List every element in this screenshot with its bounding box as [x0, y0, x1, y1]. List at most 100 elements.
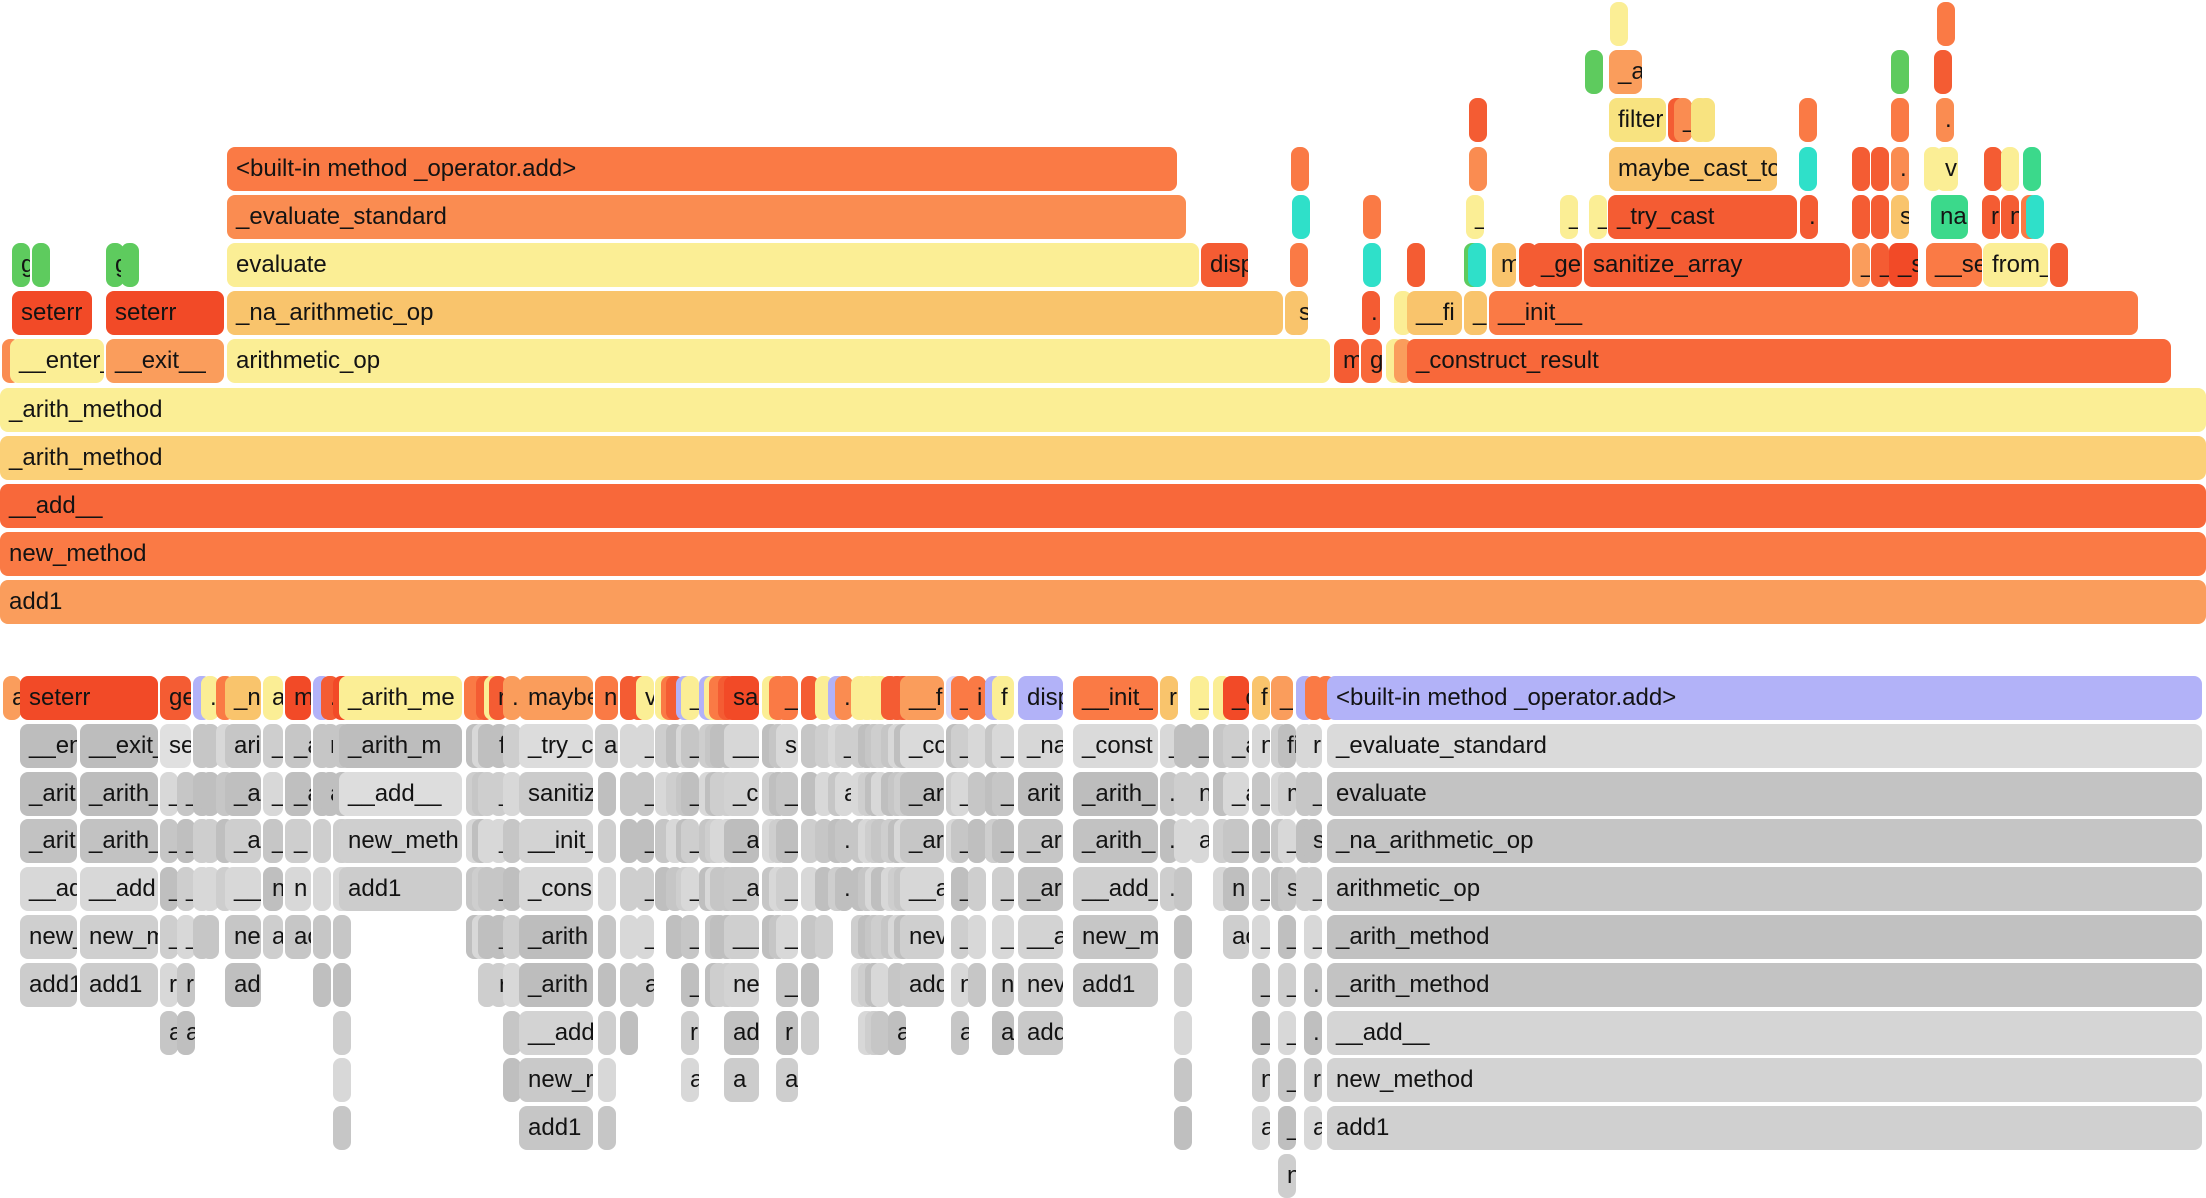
- stack-frame[interactable]: .: [1160, 771, 1178, 816]
- stack-frame[interactable]: _a: [285, 771, 311, 816]
- stack-frame[interactable]: [598, 1058, 616, 1103]
- stack-frame[interactable]: [1610, 2, 1628, 46]
- stack-frame[interactable]: s: [776, 723, 798, 768]
- stack-frame[interactable]: n: [1278, 1154, 1296, 1198]
- stack-frame[interactable]: n: [263, 867, 283, 912]
- stack-frame[interactable]: a: [263, 676, 283, 720]
- stack-frame[interactable]: arithmetic_op: [227, 339, 1330, 384]
- stack-frame[interactable]: [333, 915, 351, 959]
- stack-frame[interactable]: _: [681, 723, 699, 768]
- stack-frame[interactable]: ac: [1223, 915, 1249, 959]
- stack-frame[interactable]: __: [724, 723, 759, 768]
- stack-frame[interactable]: _evaluate_standard: [227, 194, 1186, 239]
- stack-frame[interactable]: __: [724, 915, 759, 959]
- stack-frame[interactable]: __enter__: [10, 339, 104, 384]
- stack-frame[interactable]: g: [1361, 339, 1382, 384]
- stack-frame[interactable]: [333, 1058, 351, 1103]
- stack-frame[interactable]: [598, 1106, 616, 1151]
- stack-frame[interactable]: _arith_me: [339, 676, 462, 720]
- stack-frame[interactable]: .: [1362, 291, 1380, 336]
- stack-frame[interactable]: .: [1304, 962, 1322, 1007]
- stack-frame[interactable]: [1871, 146, 1889, 191]
- stack-frame[interactable]: _: [992, 771, 1014, 816]
- stack-frame[interactable]: [598, 1010, 616, 1055]
- stack-frame[interactable]: _: [1271, 676, 1293, 720]
- stack-frame[interactable]: _: [1871, 243, 1889, 287]
- stack-frame[interactable]: [1934, 50, 1952, 95]
- stack-frame[interactable]: [313, 962, 331, 1007]
- stack-frame[interactable]: _: [177, 771, 195, 816]
- stack-frame[interactable]: add1: [80, 962, 158, 1007]
- stack-frame[interactable]: __add__: [1327, 1010, 2202, 1055]
- stack-frame[interactable]: r: [681, 1010, 699, 1055]
- stack-frame[interactable]: _: [1304, 867, 1322, 912]
- stack-frame[interactable]: [620, 962, 638, 1007]
- stack-frame[interactable]: _c: [1223, 676, 1249, 720]
- stack-frame[interactable]: __add: [519, 1010, 593, 1055]
- stack-frame[interactable]: [598, 771, 616, 816]
- stack-frame[interactable]: _: [1190, 723, 1209, 768]
- stack-frame[interactable]: __exit__: [106, 339, 224, 384]
- stack-frame[interactable]: _cons: [519, 867, 593, 912]
- stack-frame[interactable]: _: [177, 819, 195, 864]
- stack-frame[interactable]: _ge: [1532, 243, 1582, 287]
- stack-frame[interactable]: _: [263, 771, 283, 816]
- stack-frame[interactable]: [801, 723, 819, 768]
- stack-frame[interactable]: _try_ca: [519, 723, 593, 768]
- stack-frame[interactable]: _: [160, 771, 178, 816]
- stack-frame[interactable]: [503, 915, 521, 959]
- stack-frame[interactable]: seterr: [12, 291, 92, 336]
- stack-frame[interactable]: n: [1252, 723, 1270, 768]
- stack-frame[interactable]: __add__: [339, 771, 462, 816]
- stack-frame[interactable]: [1799, 146, 1817, 191]
- stack-frame[interactable]: [1174, 962, 1192, 1007]
- stack-frame[interactable]: [620, 819, 638, 864]
- stack-frame[interactable]: new_meth: [339, 819, 462, 864]
- stack-frame[interactable]: s: [1290, 291, 1308, 336]
- stack-frame[interactable]: _: [992, 915, 1014, 959]
- stack-frame[interactable]: [1174, 723, 1192, 768]
- stack-frame[interactable]: [313, 915, 331, 959]
- stack-frame[interactable]: [201, 723, 219, 768]
- stack-frame[interactable]: [1469, 98, 1487, 143]
- stack-frame[interactable]: a: [3, 676, 21, 720]
- stack-frame[interactable]: _arit: [20, 771, 77, 816]
- stack-frame[interactable]: _a: [724, 867, 759, 912]
- stack-frame[interactable]: [201, 867, 219, 912]
- stack-frame[interactable]: [871, 1010, 889, 1055]
- stack-frame[interactable]: [968, 962, 986, 1007]
- stack-frame[interactable]: ac: [285, 915, 311, 959]
- stack-frame[interactable]: _a: [285, 723, 311, 768]
- stack-frame[interactable]: __f: [900, 676, 944, 720]
- stack-frame[interactable]: _: [1304, 915, 1322, 959]
- stack-frame[interactable]: .: [1800, 194, 1818, 239]
- stack-frame[interactable]: s: [1278, 867, 1296, 912]
- stack-frame[interactable]: _: [1160, 723, 1178, 768]
- stack-frame[interactable]: i: [968, 676, 986, 720]
- stack-frame[interactable]: _co: [900, 723, 944, 768]
- stack-frame[interactable]: _: [1252, 867, 1270, 912]
- stack-frame[interactable]: a: [888, 1010, 906, 1055]
- stack-frame[interactable]: [968, 867, 986, 912]
- stack-frame[interactable]: a: [263, 915, 283, 959]
- stack-frame[interactable]: _arith: [519, 915, 593, 959]
- stack-frame[interactable]: [1697, 98, 1715, 143]
- stack-frame[interactable]: r: [489, 676, 507, 720]
- stack-frame[interactable]: va: [1936, 146, 1958, 191]
- stack-frame[interactable]: _: [1560, 194, 1578, 239]
- stack-frame[interactable]: __exit_: [80, 723, 158, 768]
- stack-frame[interactable]: seterr: [20, 676, 158, 720]
- stack-frame[interactable]: _: [992, 819, 1014, 864]
- stack-frame[interactable]: [1871, 194, 1889, 239]
- stack-frame[interactable]: [801, 962, 819, 1007]
- stack-frame[interactable]: _: [1252, 819, 1270, 864]
- stack-frame[interactable]: [1799, 98, 1817, 143]
- stack-frame[interactable]: new_m: [1073, 915, 1158, 959]
- stack-frame[interactable]: _: [681, 819, 699, 864]
- stack-frame[interactable]: [1891, 50, 1909, 95]
- stack-frame[interactable]: .: [1304, 1010, 1322, 1055]
- stack-frame[interactable]: a: [835, 771, 853, 816]
- stack-frame[interactable]: [620, 1010, 638, 1055]
- stack-frame[interactable]: nev: [1018, 962, 1063, 1007]
- stack-frame[interactable]: __init__: [1489, 291, 2138, 336]
